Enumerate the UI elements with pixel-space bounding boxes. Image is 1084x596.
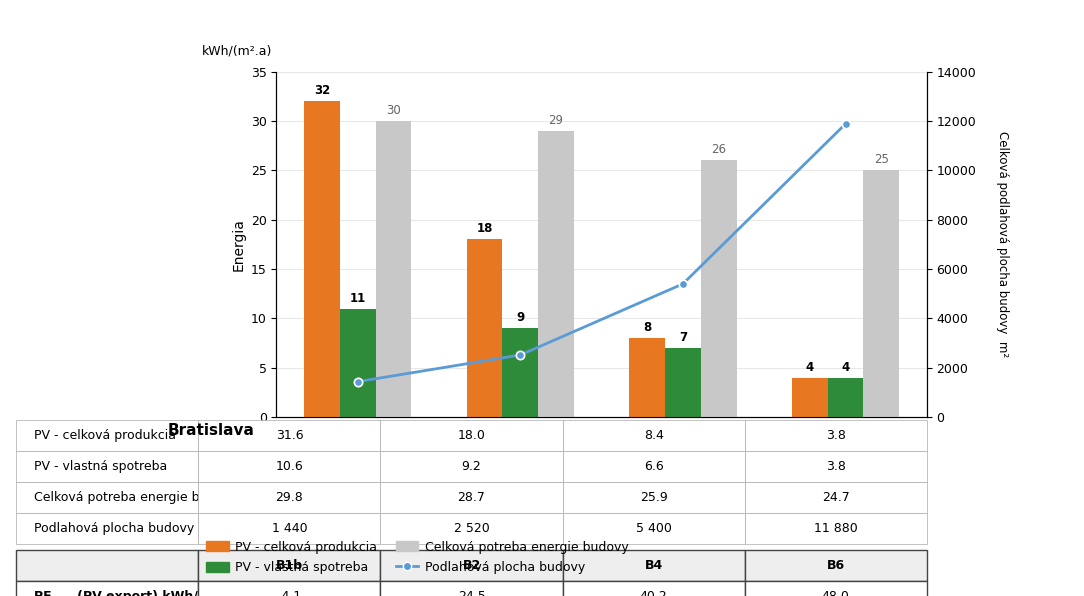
Text: 32: 32 [314,84,330,97]
Text: 4: 4 [841,361,850,374]
Text: 4: 4 [805,361,814,374]
Text: 8: 8 [643,321,651,334]
Bar [700,160,737,417]
Text: 25: 25 [874,153,889,166]
Text: 18: 18 [476,222,493,235]
Bar [828,378,863,417]
Text: kWh/(m².a): kWh/(m².a) [202,45,272,58]
Legend: PV - celková produkcia, PV - vlastná spotreba, Celková potreba energie budovy, P: PV - celková produkcia, PV - vlastná spo… [202,536,633,579]
Y-axis label: Energia: Energia [231,218,245,271]
Bar [629,338,664,417]
Bar [375,121,411,417]
Bar [304,101,340,417]
Bar [863,170,900,417]
Text: 11: 11 [350,291,365,305]
Bar [791,378,827,417]
Y-axis label: Celková podlahová plocha budovy  m²: Celková podlahová plocha budovy m² [996,131,1009,358]
Bar [466,240,503,417]
Text: 29: 29 [549,114,564,127]
Text: 26: 26 [711,144,726,157]
Text: Bratislava: Bratislava [168,423,255,438]
Bar [340,309,376,417]
Bar [502,328,538,417]
Text: 30: 30 [386,104,401,117]
Bar [664,348,700,417]
Bar [538,131,573,417]
Text: 9: 9 [516,311,525,324]
Text: 7: 7 [679,331,687,344]
